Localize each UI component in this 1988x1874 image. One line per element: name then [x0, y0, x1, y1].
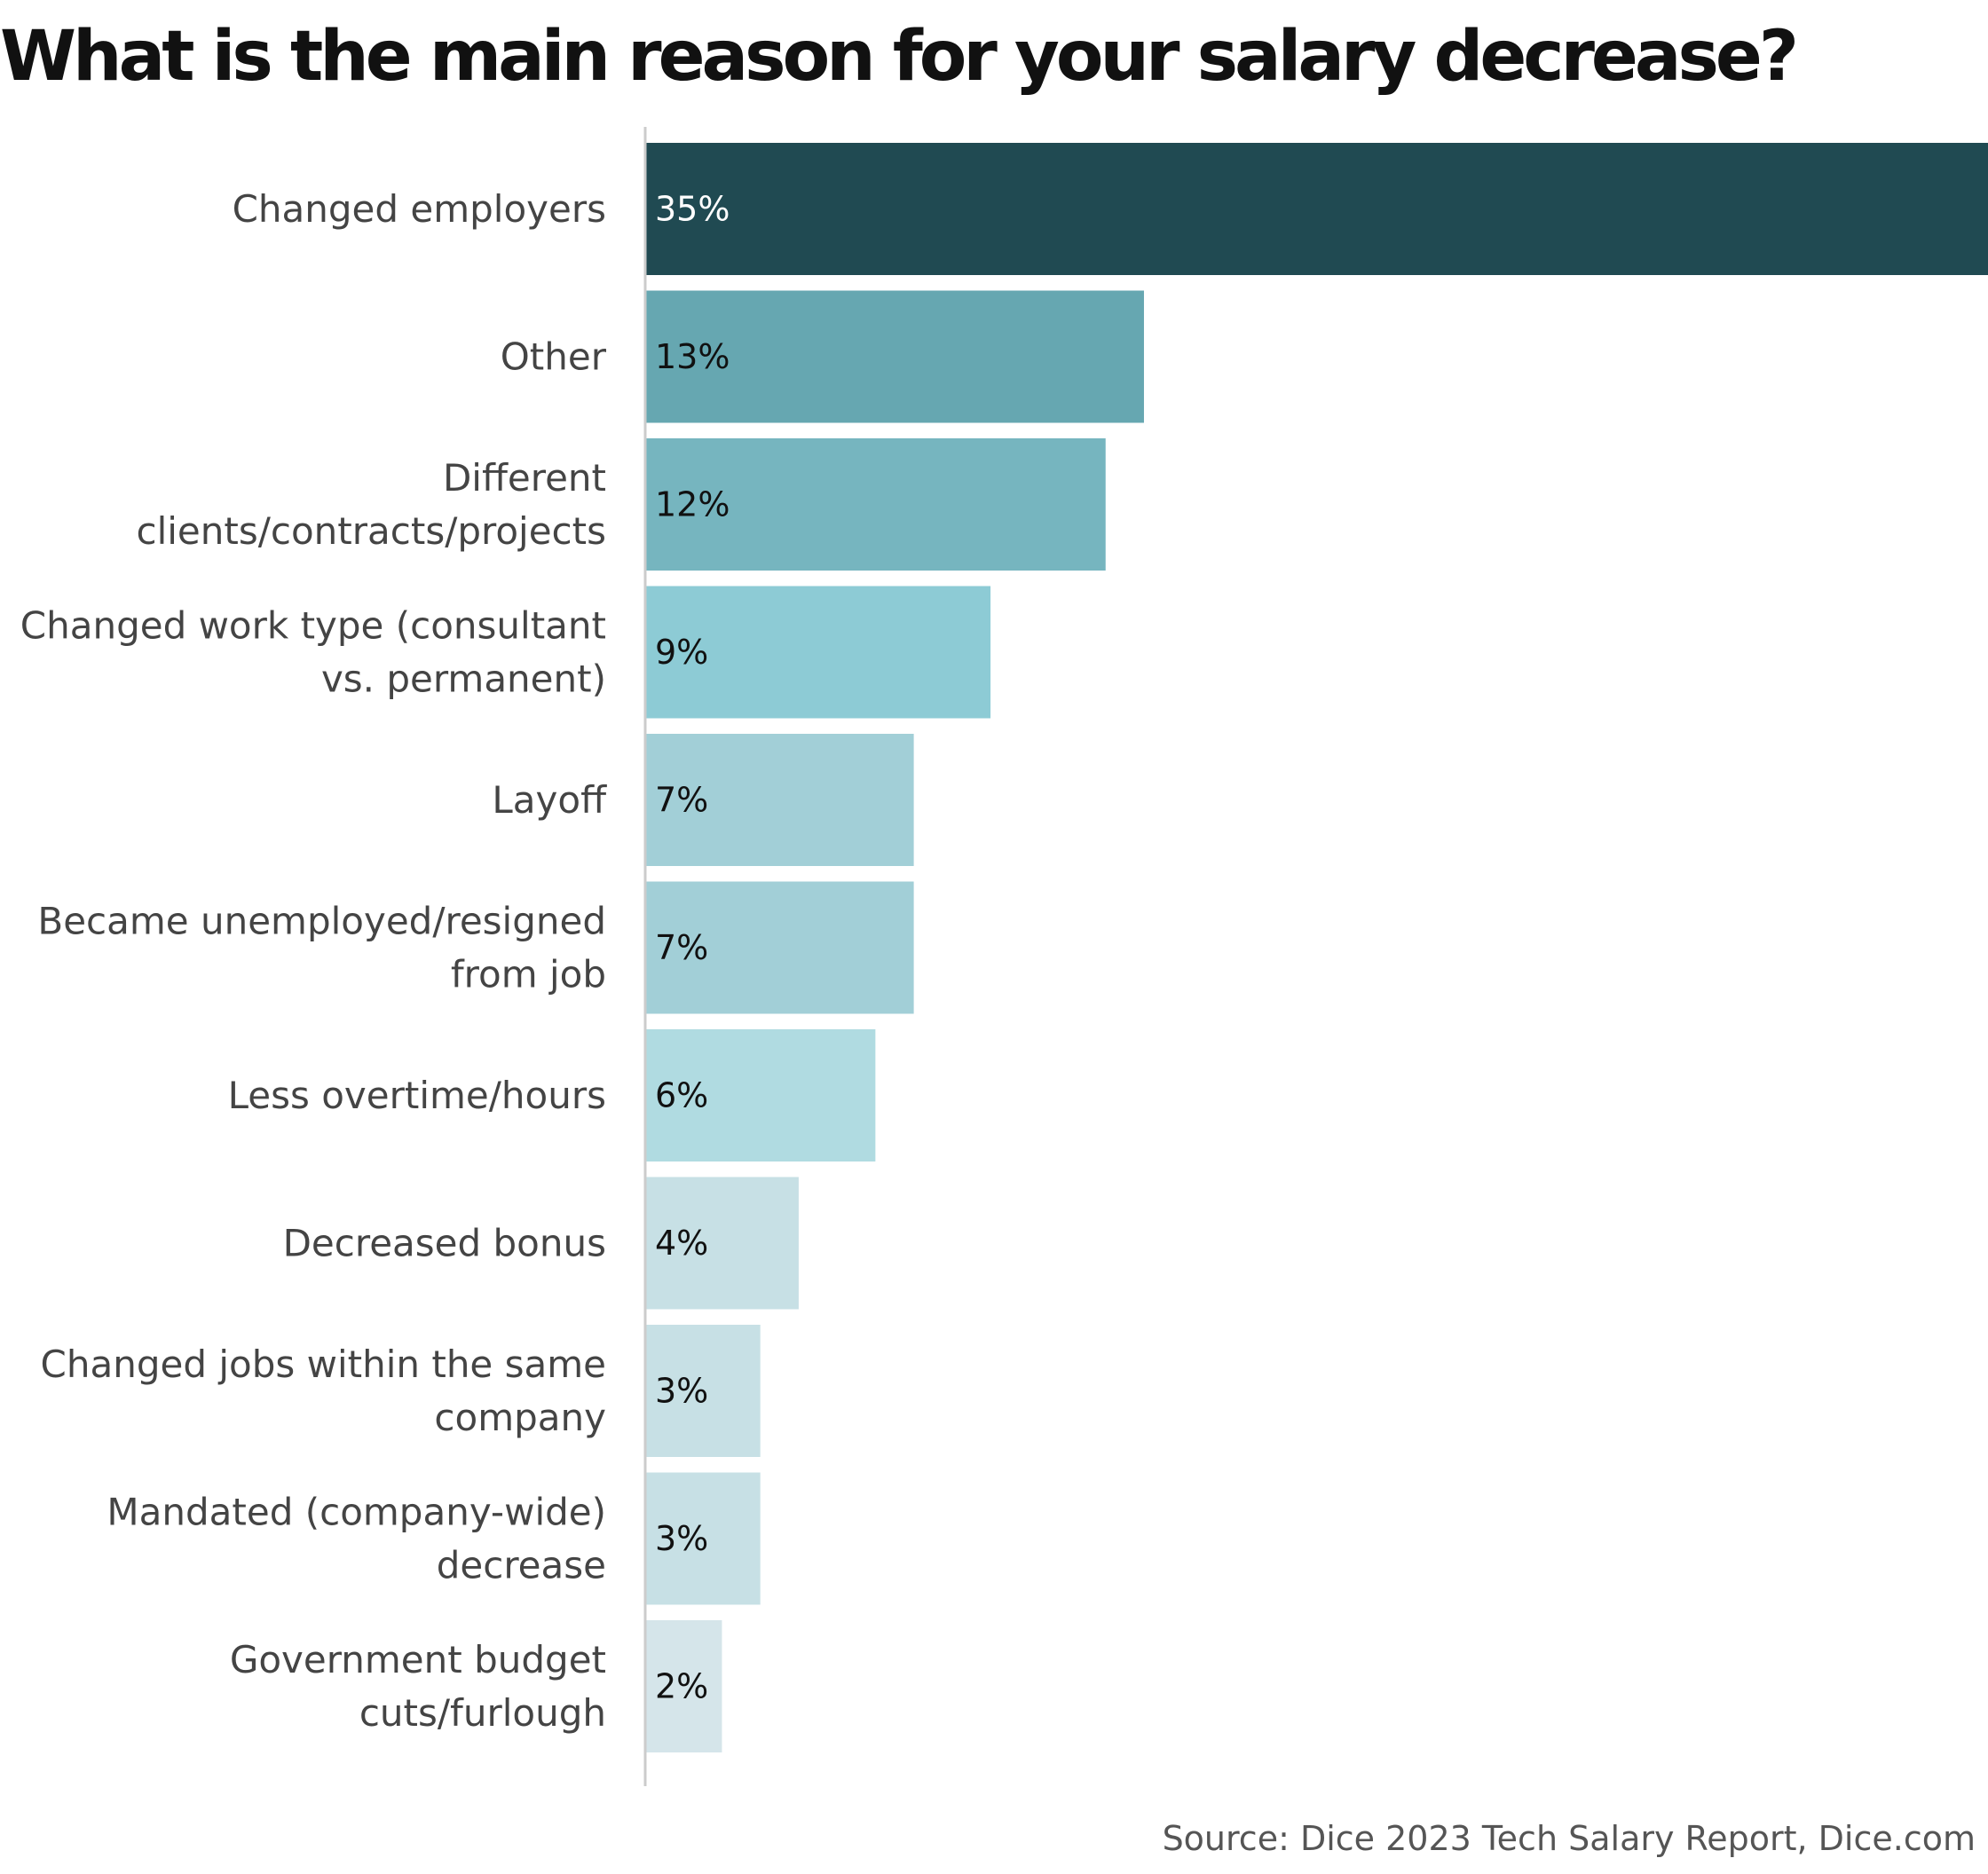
bar — [645, 1620, 722, 1752]
bar-value-label: 7% — [655, 928, 708, 967]
bar — [645, 1325, 761, 1457]
bar-value-label: 35% — [655, 190, 730, 229]
category-label: Layoff — [492, 778, 607, 822]
category-label: vs. permanent) — [321, 657, 606, 701]
category-label: Other — [501, 335, 607, 379]
bar-value-label: 3% — [655, 1372, 708, 1411]
category-label: clients/contracts/projects — [136, 509, 606, 553]
category-label: Government budget — [230, 1638, 606, 1681]
bar-value-label: 13% — [655, 337, 730, 376]
bar-value-label: 2% — [655, 1667, 708, 1706]
bar-value-label: 12% — [655, 485, 730, 524]
source-note: Source: Dice 2023 Tech Salary Report, Di… — [1162, 1819, 1976, 1858]
bar-value-label: 6% — [655, 1076, 708, 1115]
bar — [645, 881, 914, 1014]
category-label: Changed employers — [233, 187, 606, 231]
bar — [645, 290, 1144, 423]
bar — [645, 586, 991, 719]
category-label: from job — [451, 953, 606, 996]
category-label: Decreased bonus — [283, 1222, 606, 1265]
bar — [645, 1177, 799, 1310]
category-label: Became unemployed/resigned — [37, 900, 606, 943]
category-label: Changed work type (consultant — [20, 604, 606, 648]
category-label: Mandated (company-wide) — [106, 1491, 606, 1534]
bar — [645, 1472, 761, 1605]
bar — [645, 1029, 876, 1161]
category-label: cuts/furlough — [359, 1691, 606, 1735]
category-label: Changed jobs within the same — [41, 1343, 606, 1386]
bar — [645, 734, 914, 866]
chart-title: What is the main reason for your salary … — [0, 17, 1799, 97]
bar-value-label: 4% — [655, 1224, 708, 1263]
category-label: Different — [443, 456, 606, 500]
bar-value-label: 3% — [655, 1519, 708, 1558]
bar-chart: 35% Changed employers 13% Other 12% Different… — [20, 127, 1988, 1786]
bar-value-label: 9% — [655, 633, 708, 672]
category-label: decrease — [437, 1544, 606, 1587]
category-label: Less overtime/hours — [228, 1074, 606, 1117]
bar — [645, 143, 1988, 275]
category-label: company — [434, 1396, 606, 1439]
bar — [645, 438, 1106, 571]
bar-value-label: 7% — [655, 781, 708, 820]
